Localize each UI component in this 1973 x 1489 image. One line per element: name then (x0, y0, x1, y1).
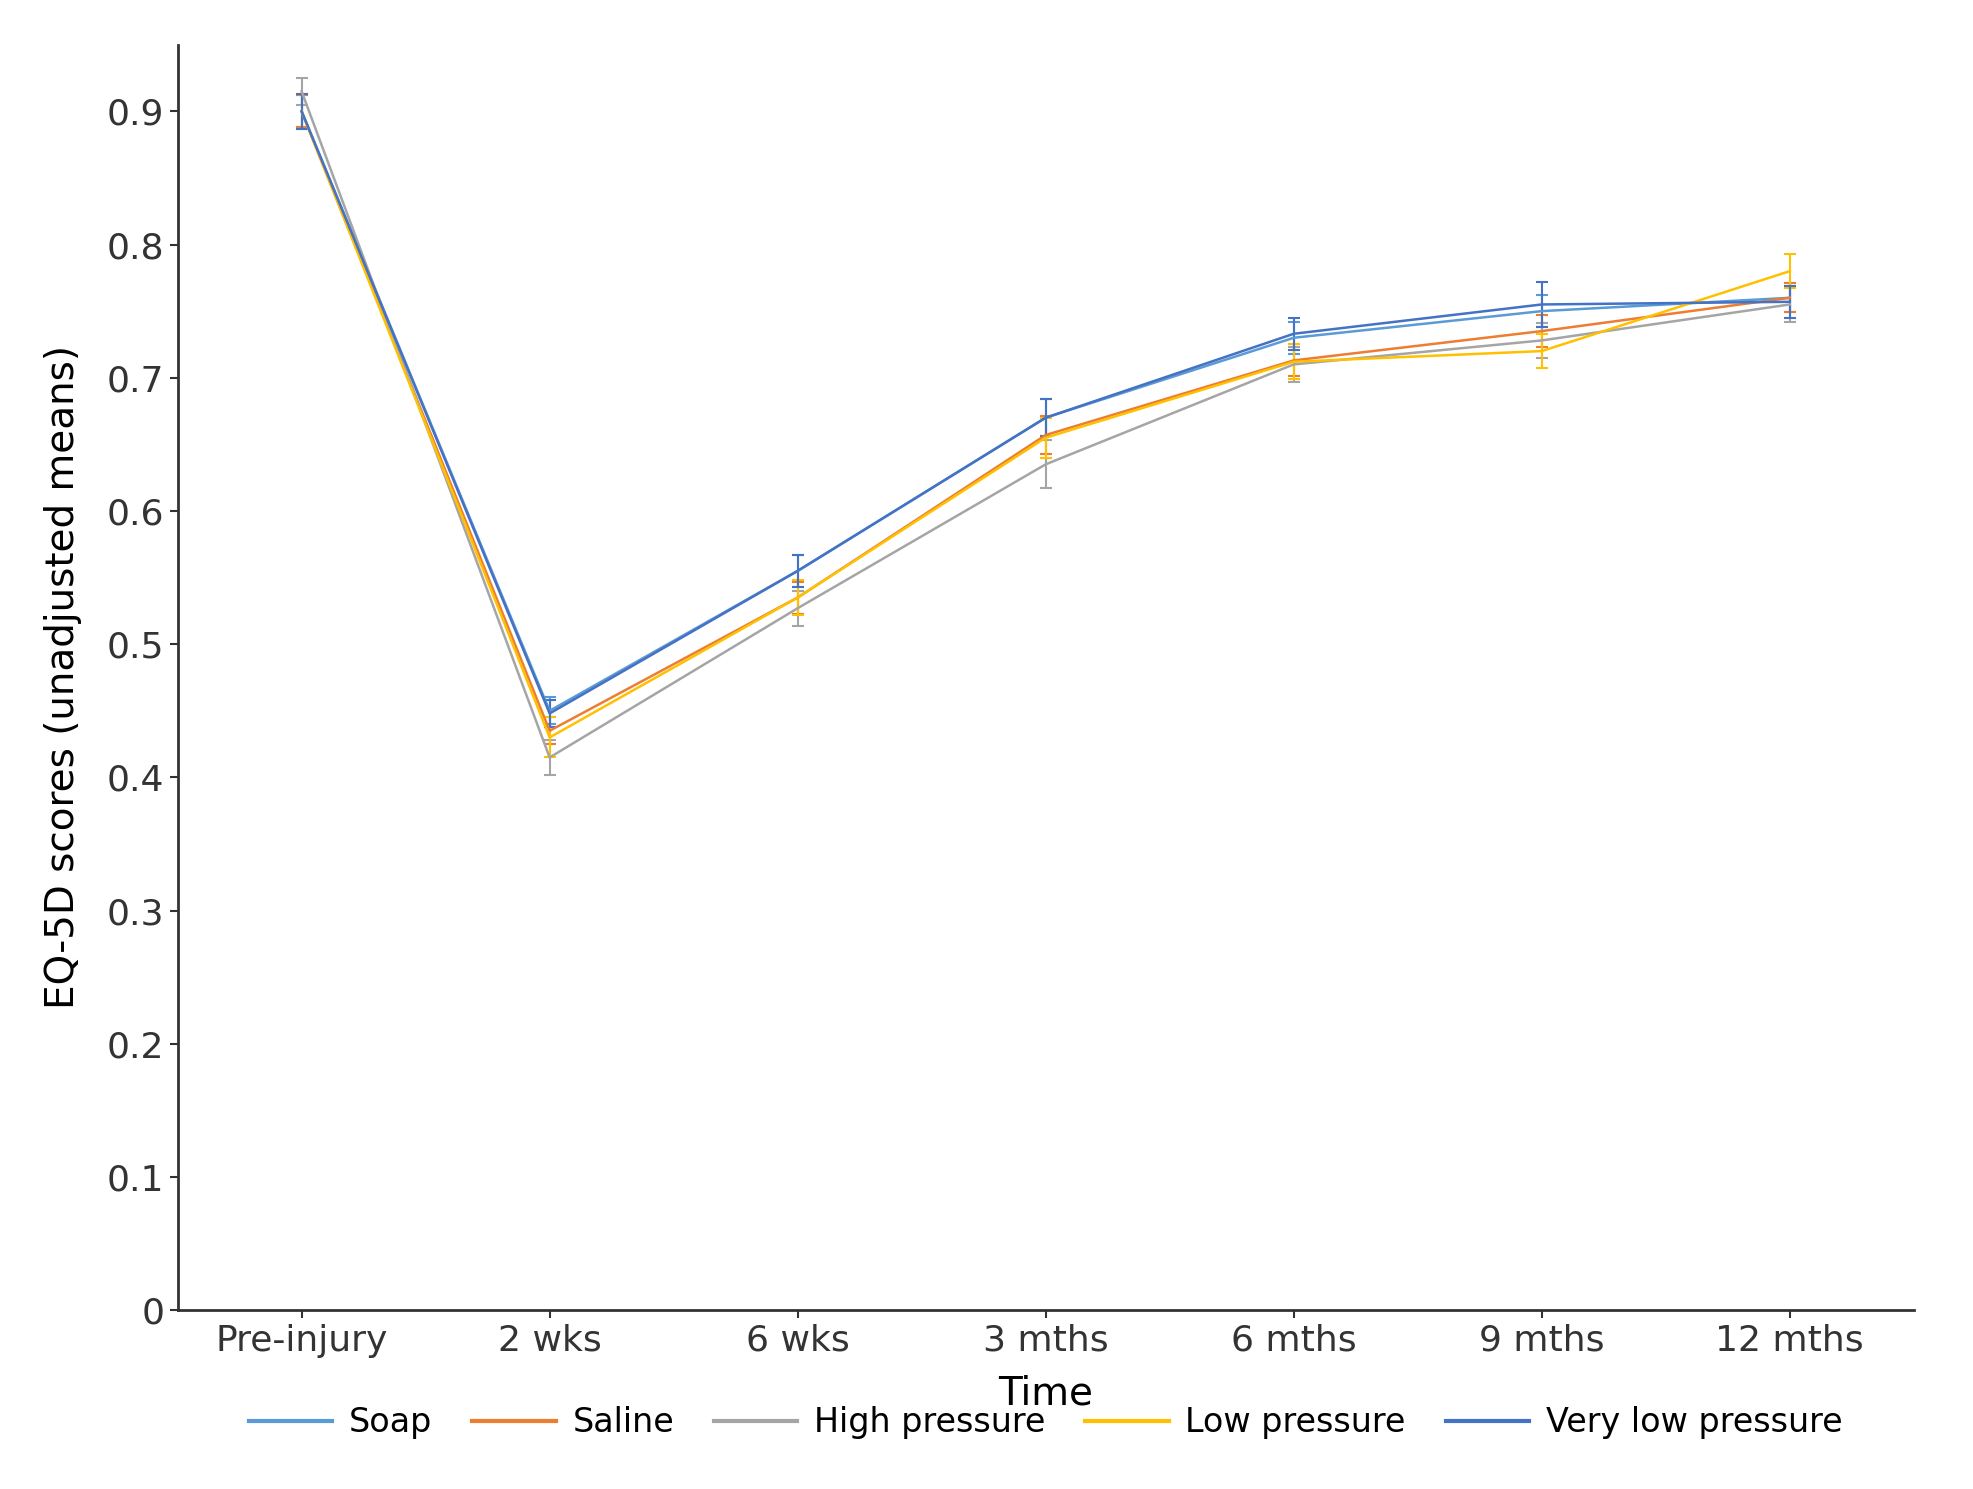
Y-axis label: EQ-5D scores (unadjusted means): EQ-5D scores (unadjusted means) (43, 345, 81, 1010)
X-axis label: Time: Time (998, 1374, 1093, 1412)
Legend: Soap, Saline, High pressure, Low pressure, Very low pressure: Soap, Saline, High pressure, Low pressur… (249, 1406, 1843, 1440)
